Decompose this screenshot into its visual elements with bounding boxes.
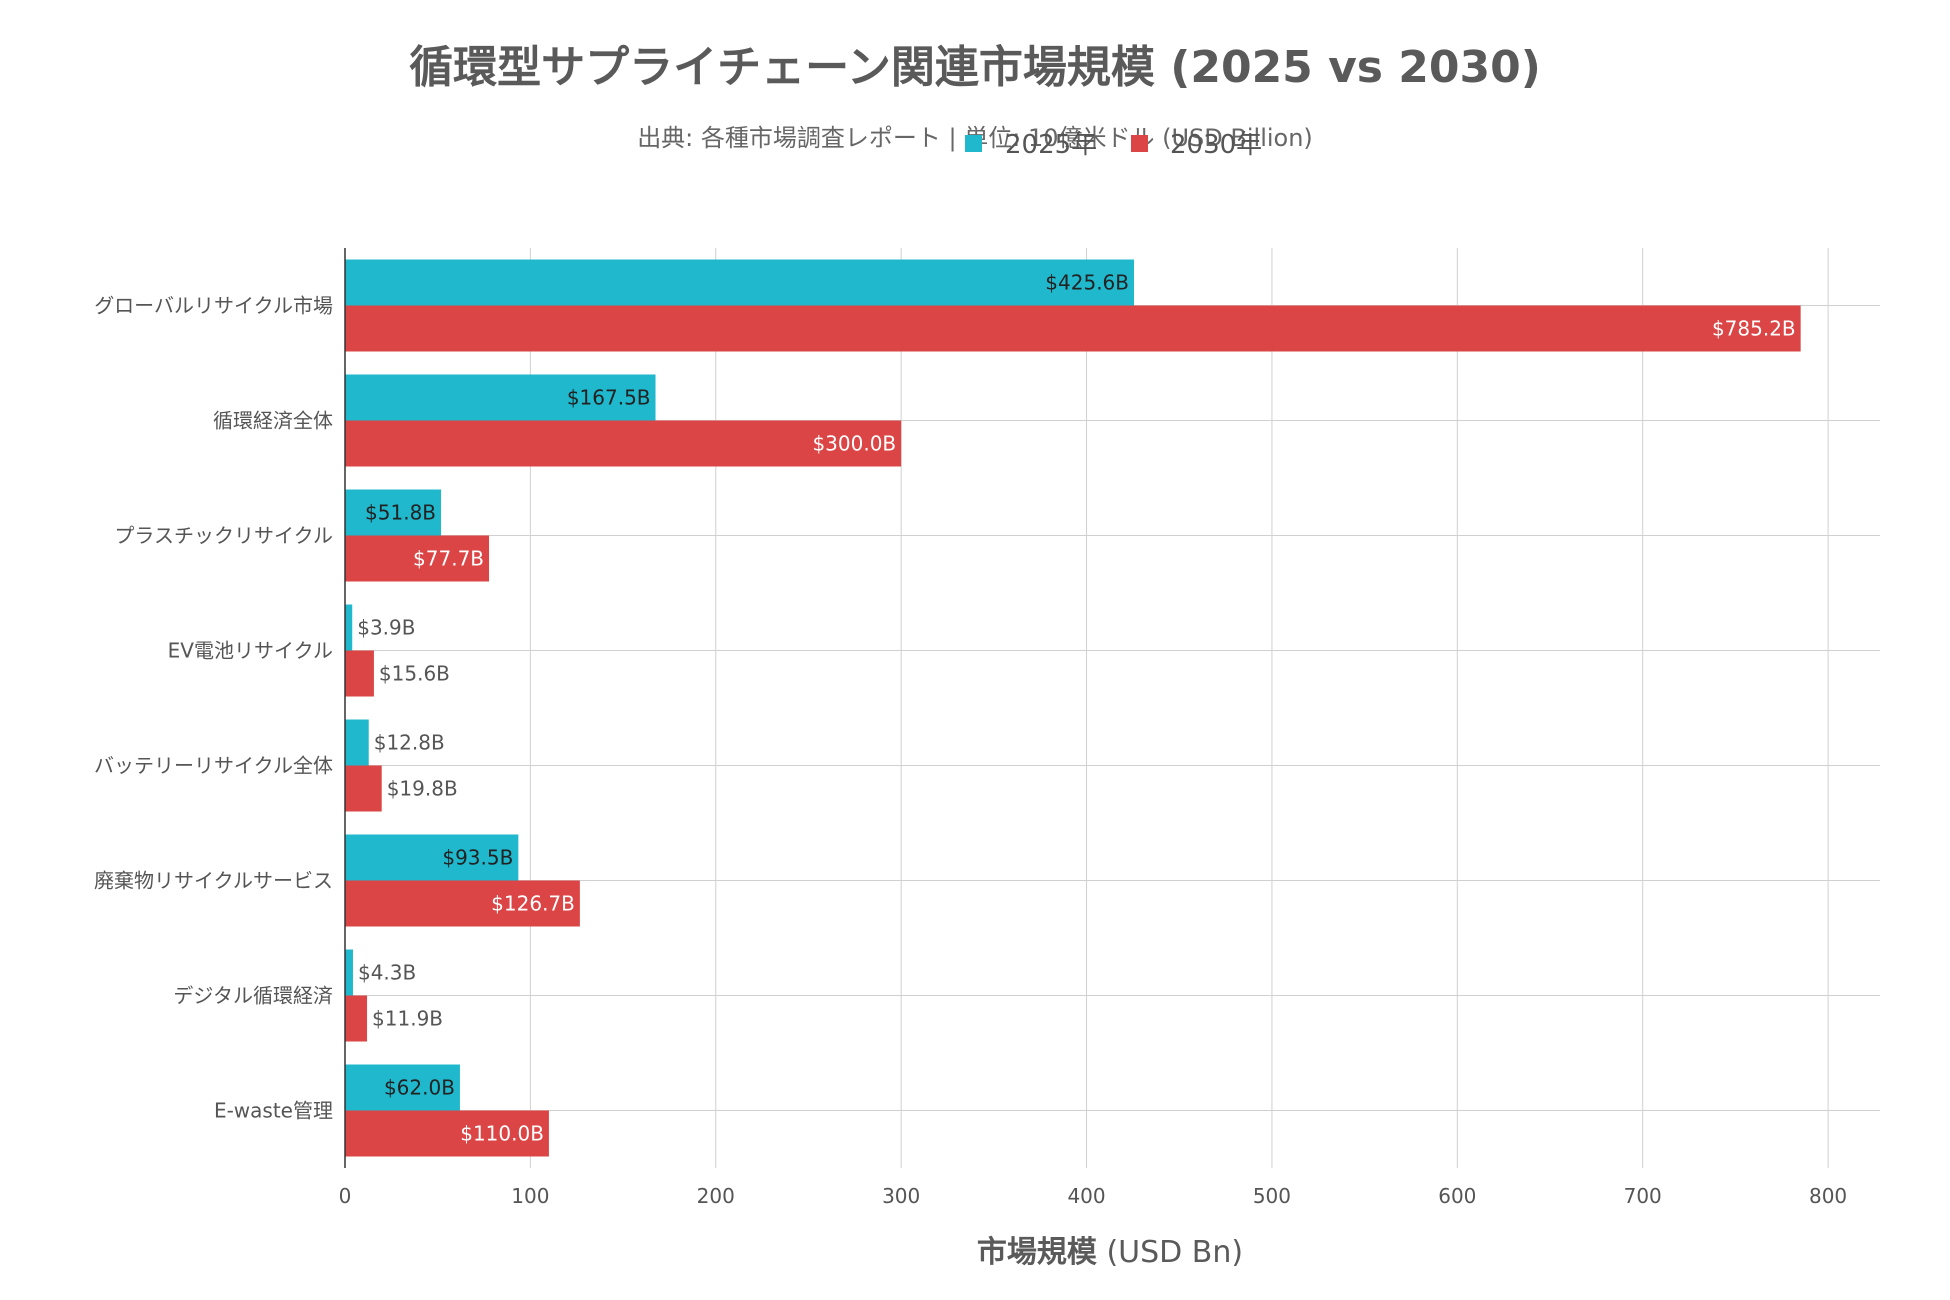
x-axis-label-unit: (USD Bn) <box>1097 1235 1243 1270</box>
value-label-2025: $51.8B <box>365 501 436 525</box>
category-label: プラスチックリサイクル <box>114 524 333 548</box>
bar-2025 <box>345 834 519 881</box>
category-label: 廃棄物リサイクルサービス <box>94 869 333 893</box>
value-label-2025: $167.5B <box>567 386 651 410</box>
chart-title: 循環型サプライチェーン関連市場規模 (2025 vs 2030) <box>409 42 1541 93</box>
bar-2030 <box>345 535 490 582</box>
bar-2025 <box>345 604 353 651</box>
value-label-2030: $77.7B <box>413 547 484 571</box>
bar-2030 <box>345 995 368 1042</box>
category-label: デジタル循環経済 <box>173 984 333 1008</box>
x-tick-label: 600 <box>1438 1184 1476 1208</box>
x-tick-label: 200 <box>697 1184 735 1208</box>
x-axis-label-bold: 市場規模 <box>977 1235 1097 1270</box>
bar-2025 <box>345 489 442 536</box>
category-label: バッテリーリサイクル全体 <box>94 754 333 778</box>
x-tick-label: 500 <box>1253 1184 1291 1208</box>
value-label-2030: $19.8B <box>387 777 458 801</box>
bars <box>345 259 1801 1157</box>
value-label-2025: $3.9B <box>357 616 415 640</box>
bar-2025 <box>345 719 369 766</box>
bar-2025 <box>345 259 1135 306</box>
x-tick-label: 0 <box>339 1184 352 1208</box>
bar-2025 <box>345 374 656 421</box>
legend: 2025年 2030年 <box>965 130 1262 160</box>
bar-2025 <box>345 1064 460 1111</box>
bar-2030 <box>345 305 1801 352</box>
category-label: EV電池リサイクル <box>168 639 333 663</box>
value-labels: $425.6B $785.2B $167.5B $300.0B $51.8B $77.7B… <box>357 271 1795 1146</box>
value-label-2030: $110.0B <box>460 1122 544 1146</box>
bar-2030 <box>345 650 374 697</box>
value-label-2025: $425.6B <box>1045 271 1129 295</box>
bar-2030 <box>345 765 382 812</box>
value-label-2030: $15.6B <box>379 662 450 686</box>
category-label: 循環経済全体 <box>213 409 333 433</box>
legend-swatch-2030 <box>1131 135 1148 152</box>
value-label-2030: $11.9B <box>372 1007 443 1031</box>
x-tick-label: 400 <box>1067 1184 1105 1208</box>
legend-label-2025: 2025年 <box>1005 130 1097 160</box>
x-tick-label: 100 <box>511 1184 549 1208</box>
bar-2030 <box>345 1110 549 1157</box>
value-label-2025: $12.8B <box>374 731 445 755</box>
bar-2025 <box>345 949 353 996</box>
category-label: E-waste管理 <box>214 1099 333 1123</box>
x-tick-label: 800 <box>1809 1184 1847 1208</box>
category-label: グローバルリサイクル市場 <box>94 294 333 318</box>
value-label-2025: $93.5B <box>442 846 513 870</box>
value-label-2025: $4.3B <box>358 961 416 985</box>
value-label-2025: $62.0B <box>384 1076 455 1100</box>
value-label-2030: $126.7B <box>491 892 575 916</box>
value-label-2030: $785.2B <box>1712 317 1796 341</box>
x-tick-labels: 0 100 200 300 400 500 600 700 800 <box>339 1184 1848 1208</box>
value-label-2030: $300.0B <box>812 432 896 456</box>
bar-2030 <box>345 420 902 467</box>
bar-2030 <box>345 880 580 927</box>
legend-label-2030: 2030年 <box>1170 130 1262 160</box>
legend-swatch-2025 <box>965 135 982 152</box>
x-tick-label: 700 <box>1624 1184 1662 1208</box>
x-axis-label: 市場規模 (USD Bn) <box>977 1235 1243 1270</box>
x-tick-label: 300 <box>882 1184 920 1208</box>
